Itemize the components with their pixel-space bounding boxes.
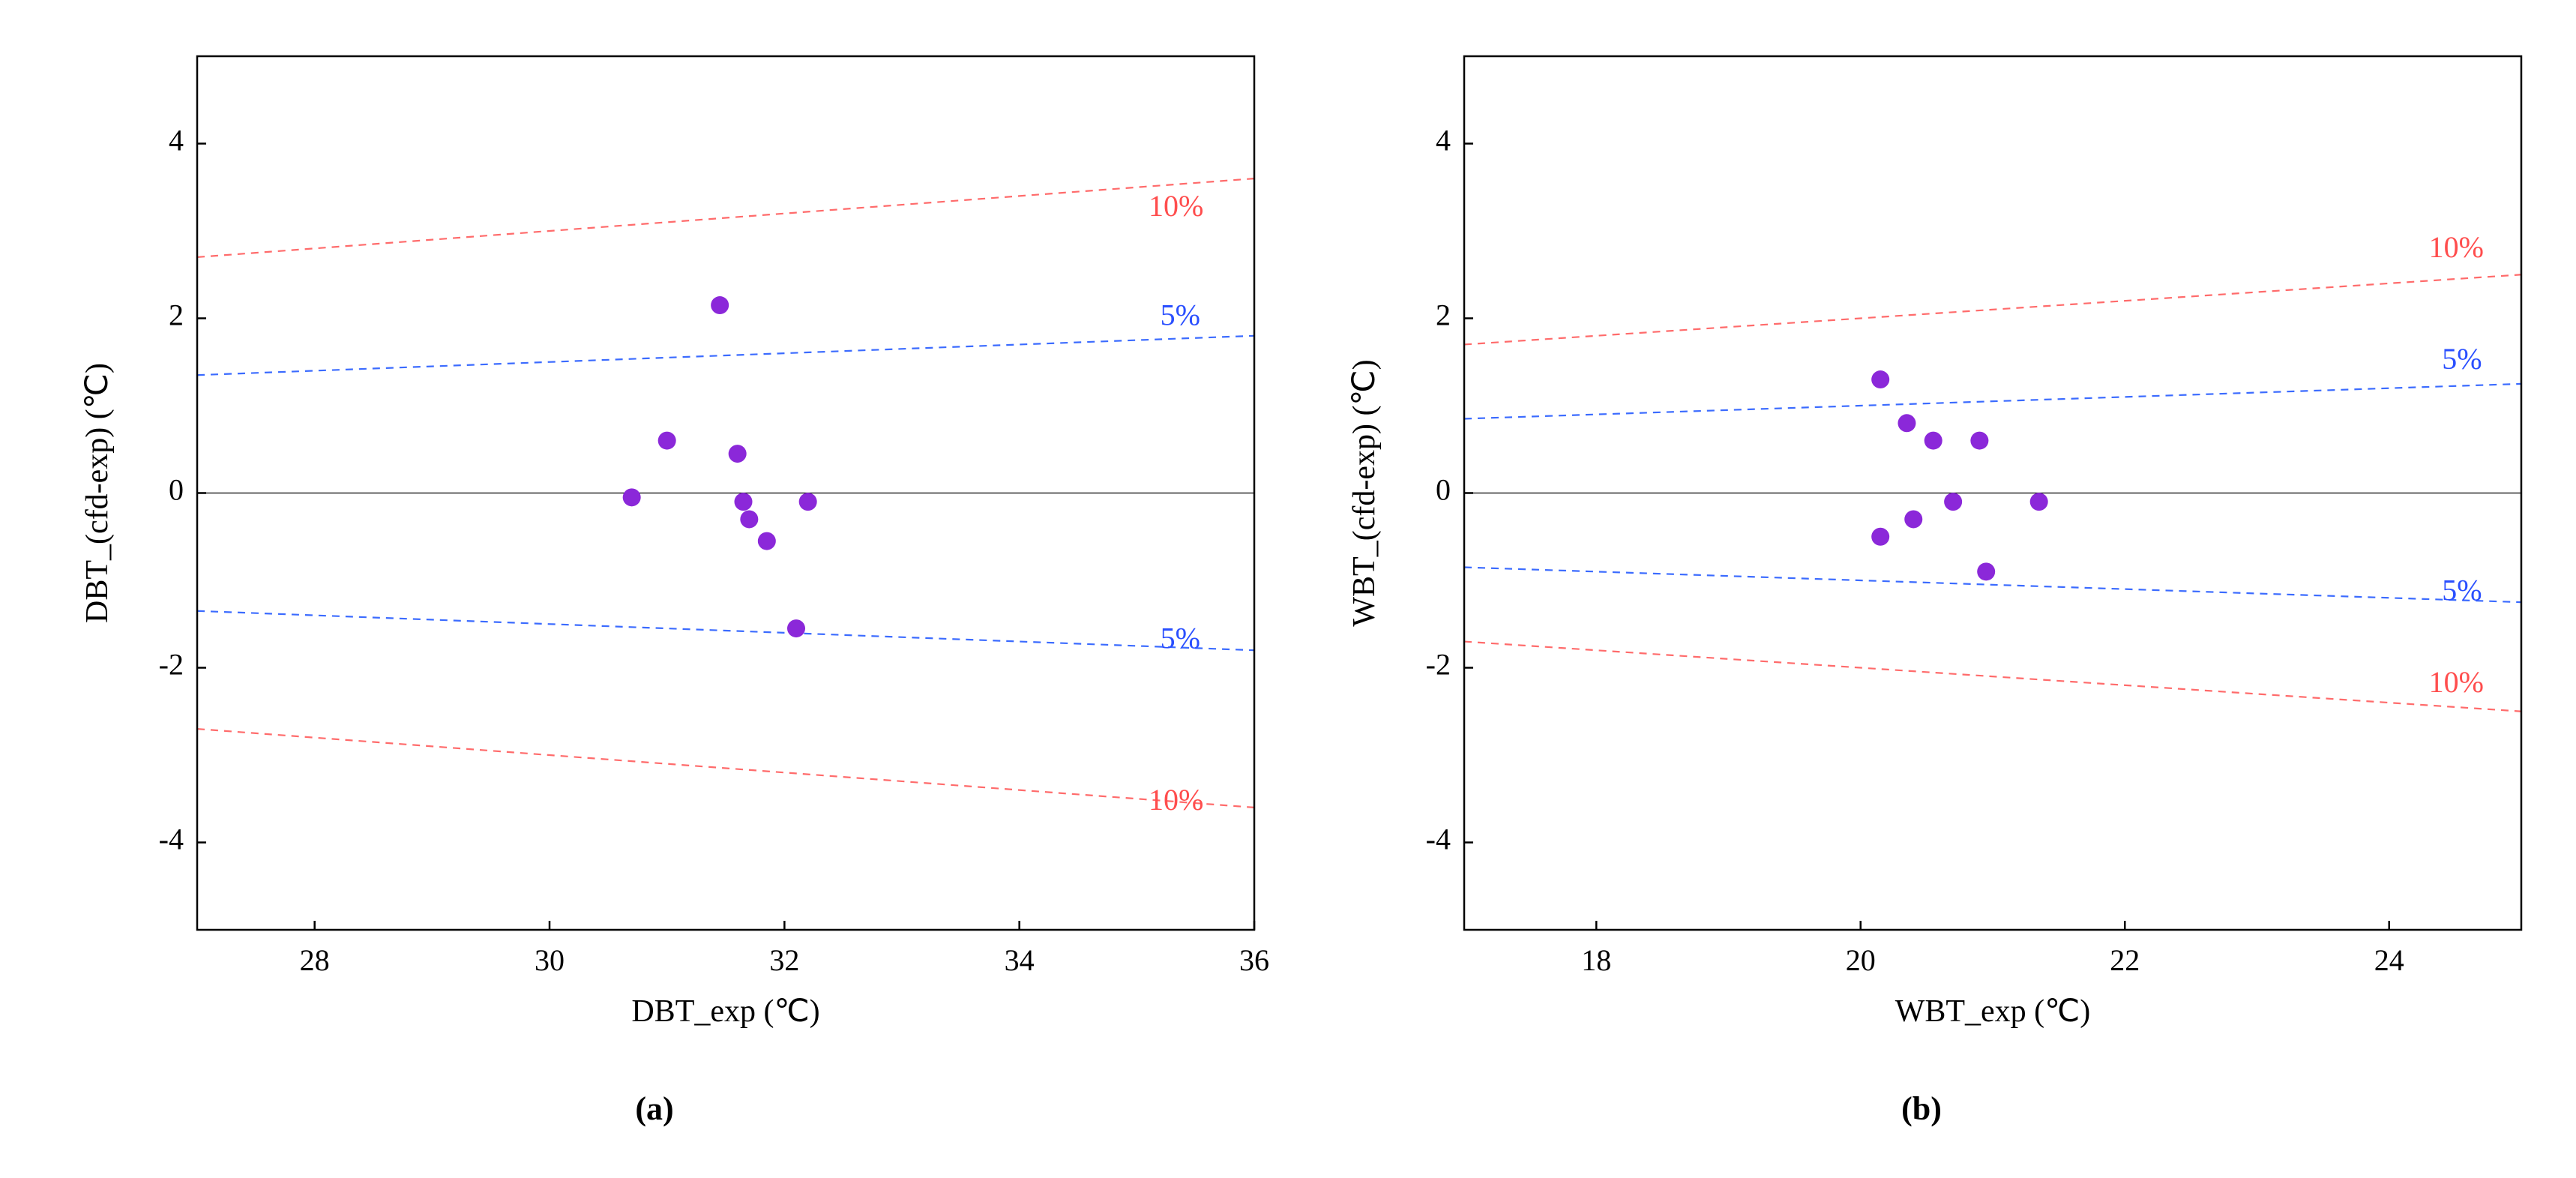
svg-text:18: 18 — [1581, 943, 1611, 977]
svg-text:-4: -4 — [159, 823, 184, 856]
svg-text:DBT_(cfd-exp) (℃): DBT_(cfd-exp) (℃) — [80, 363, 115, 623]
panel-b: 10%5%5%10%18202224-4-2024WBT_exp (℃)WBT_… — [1299, 15, 2544, 1128]
caption-b: (b) — [1901, 1090, 1942, 1128]
svg-text:10%: 10% — [1149, 189, 1203, 223]
caption-a: (a) — [635, 1090, 673, 1128]
svg-text:2: 2 — [169, 298, 184, 332]
svg-text:4: 4 — [169, 124, 184, 157]
scatter-plot-b: 10%5%5%10%18202224-4-2024WBT_exp (℃)WBT_… — [1299, 15, 2544, 1080]
svg-text:WBT_(cfd-exp) (℃): WBT_(cfd-exp) (℃) — [1347, 359, 1382, 626]
svg-text:0: 0 — [169, 473, 184, 507]
plot-a-wrapper: 10% 5% 5% 10% 28 30 32 34 36 -4 -2 0 2 4 DBT_exp (℃) DB… — [32, 15, 1277, 1084]
svg-text:2: 2 — [1436, 298, 1451, 332]
svg-text:10%: 10% — [1149, 783, 1203, 817]
svg-text:5%: 5% — [2442, 574, 2482, 607]
svg-text:10%: 10% — [2429, 665, 2484, 699]
panel-a: 10% 5% 5% 10% 28 30 32 34 36 -4 -2 0 2 4 DBT_exp (℃) DB… — [32, 15, 1277, 1128]
svg-text:-2: -2 — [159, 648, 184, 682]
svg-text:36: 36 — [1239, 943, 1269, 977]
svg-text:4: 4 — [1436, 124, 1451, 157]
svg-text:5%: 5% — [2442, 342, 2482, 376]
svg-text:28: 28 — [300, 943, 330, 977]
scatter-plot-a: 10% 5% 5% 10% 28 30 32 34 36 -4 -2 0 2 4 DBT_exp (℃) DB… — [32, 15, 1277, 1080]
figure-container: 10%5%5%10%2830323436-4-2024DBT_exp (℃)DB… — [15, 15, 2561, 1128]
svg-text:32: 32 — [769, 943, 799, 977]
svg-text:5%: 5% — [1161, 622, 1200, 655]
svg-text:0: 0 — [1436, 473, 1451, 507]
svg-text:WBT_exp (℃): WBT_exp (℃) — [1895, 994, 2091, 1029]
svg-text:-4: -4 — [1426, 823, 1451, 856]
plot-b-wrapper: 10%5%5%10%18202224-4-2024WBT_exp (℃)WBT_… — [1299, 15, 2544, 1084]
svg-text:DBT_exp (℃): DBT_exp (℃) — [631, 994, 819, 1029]
svg-text:30: 30 — [535, 943, 565, 977]
svg-text:20: 20 — [1846, 943, 1876, 977]
svg-text:10%: 10% — [2429, 230, 2484, 264]
svg-text:24: 24 — [2374, 943, 2404, 977]
svg-text:34: 34 — [1005, 943, 1035, 977]
svg-text:-2: -2 — [1426, 648, 1451, 682]
svg-text:5%: 5% — [1161, 298, 1200, 332]
svg-text:22: 22 — [2110, 943, 2140, 977]
